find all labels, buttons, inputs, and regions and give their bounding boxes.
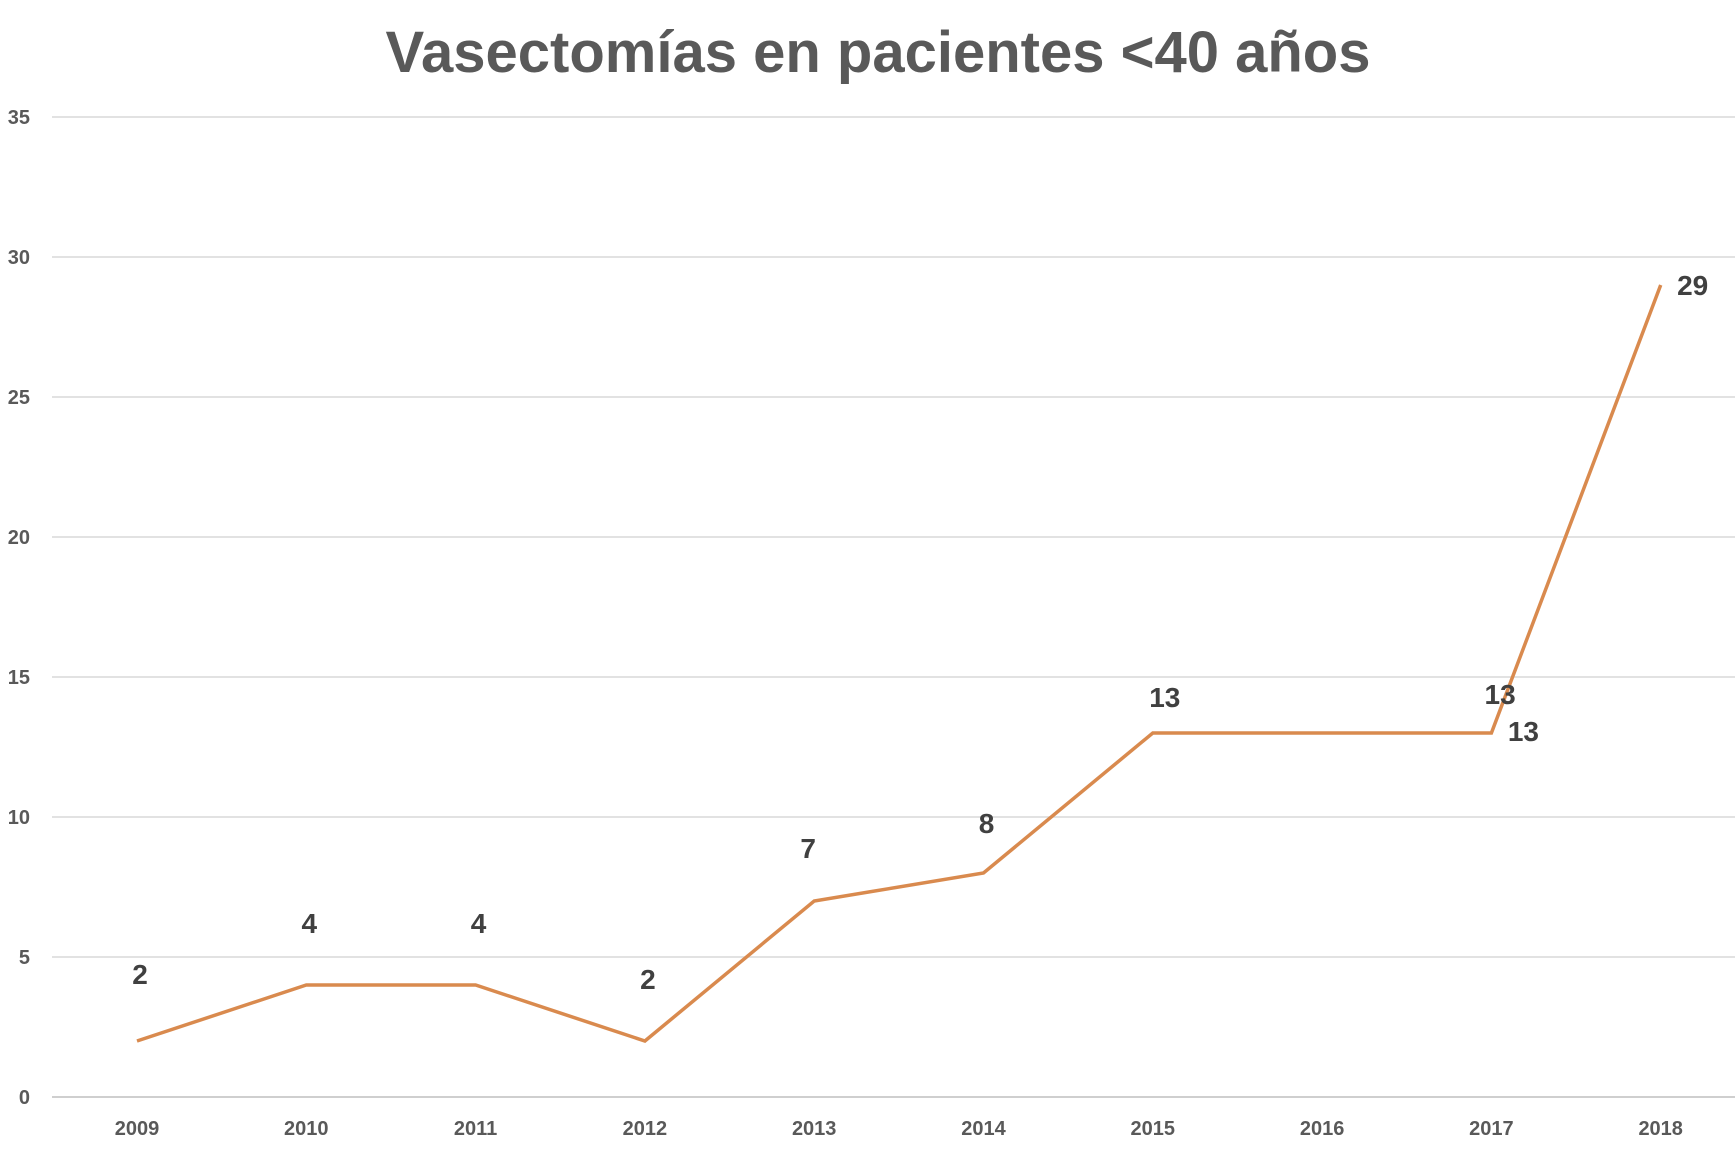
data-label: 7 [800,833,816,864]
x-tick-label: 2010 [284,1118,329,1140]
x-tick-label: 2017 [1469,1118,1514,1140]
y-tick-label: 10 [8,807,30,829]
y-tick-label: 5 [19,947,30,969]
y-axis-ticks: 0 5 10 15 20 25 30 35 [8,107,30,1109]
chart-title: Vasectomías en pacientes <40 años [386,20,1371,85]
y-tick-label: 0 [19,1087,30,1109]
x-tick-label: 2018 [1638,1118,1683,1140]
data-label: 13 [1508,716,1539,747]
y-tick-label: 15 [8,667,30,689]
series-lines [136,284,1663,1043]
y-tick-label: 25 [8,387,30,409]
y-tick-label: 35 [8,107,30,129]
x-tick-label: 2012 [623,1118,668,1140]
x-axis-ticks: 2009 2010 2011 2012 2013 2014 2015 2016 2017 2018 [115,1118,1683,1140]
data-labels: 2 4 4 2 7 8 13 13 13 29 [132,270,1708,995]
data-label: 8 [979,808,995,839]
data-label: 4 [471,908,487,939]
series-line-0 [136,284,1663,1043]
data-label: 13 [1149,682,1180,713]
data-label: 4 [302,908,318,939]
x-tick-label: 2013 [792,1118,837,1140]
x-tick-label: 2015 [1131,1118,1176,1140]
x-tick-label: 2016 [1300,1118,1345,1140]
y-tick-label: 30 [8,247,30,269]
y-tick-label: 20 [8,527,30,549]
x-tick-label: 2014 [961,1118,1006,1140]
data-label: 2 [640,964,656,995]
gridlines [52,116,1735,1098]
data-label: 2 [132,959,148,990]
data-label: 29 [1677,270,1708,301]
x-tick-label: 2011 [454,1118,497,1140]
data-label: 13 [1485,679,1516,710]
x-tick-label: 2009 [115,1118,160,1140]
